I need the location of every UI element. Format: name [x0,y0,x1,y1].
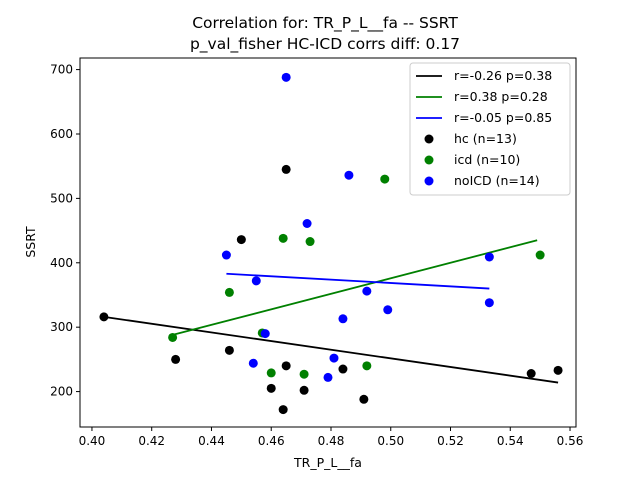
data-point-hc [266,383,276,393]
data-point-icd [168,332,178,342]
data-point-icd [362,361,372,371]
x-tick-label: 0.42 [138,434,165,448]
data-point-hc [99,312,109,322]
data-point-hc [171,354,181,364]
data-point-noicd [344,170,354,180]
y-tick-label: 700 [50,63,73,77]
data-point-icd [305,237,315,247]
chart-subtitle: p_val_fisher HC-ICD corrs diff: 0.17 [190,35,460,54]
data-point-noicd [329,353,339,363]
axes-frame [79,57,577,428]
data-point-noicd [362,286,372,296]
x-tick-label: 0.48 [318,434,345,448]
x-tick-label: 0.52 [437,434,464,448]
data-point-noicd [338,314,348,324]
legend-label-icd-fit: r=0.38 p=0.28 [454,89,548,104]
x-tick-label: 0.40 [79,434,106,448]
data-point-hc [281,164,291,174]
legend-marker-hc [424,134,434,144]
data-point-noicd [281,72,291,82]
chart-title: Correlation for: TR_P_L__fa -- SSRT [192,14,458,33]
legend-label-noicd: noICD (n=14) [454,173,540,188]
y-tick-label: 200 [50,385,73,399]
data-point-hc [553,365,563,375]
data-point-noicd [484,298,494,308]
legend: r=-0.26 p=0.38 r=0.38 p=0.28 r=-0.05 p=0… [409,62,571,196]
data-point-noicd [484,252,494,262]
y-axis-label: SSRT [23,226,38,258]
y-tick-label: 300 [50,320,73,334]
data-point-icd [535,250,545,260]
fit-line-1 [103,315,559,384]
x-axis: 0.40 0.42 0.44 0.46 0.48 0.50 0.52 0.54 0.56 [79,427,584,448]
data-point-hc [526,369,536,379]
x-axis-label: TR_P_L__fa [293,455,362,470]
data-point-icd [224,287,234,297]
data-point-hc [281,361,291,371]
data-point-noicd [383,305,393,315]
legend-marker-icd [424,155,434,165]
x-tick-label: 0.56 [557,434,584,448]
data-point-hc [338,364,348,374]
x-tick-label: 0.50 [377,434,404,448]
legend-box [409,62,571,196]
x-tick-label: 0.46 [258,434,285,448]
x-tick-label: 0.54 [497,434,524,448]
y-axis: 200 300 400 500 600 700 [50,63,80,399]
data-point-hc [299,385,309,395]
y-tick-label: 400 [50,256,73,270]
data-point-hc [236,235,246,245]
data-point-hc [224,345,234,355]
legend-marker-noicd [424,176,434,186]
data-point-icd [266,368,276,378]
legend-label-noicd-fit: r=-0.05 p=0.85 [454,110,552,125]
legend-label-hc-fit: r=-0.26 p=0.38 [454,68,552,83]
data-point-noicd [251,276,261,286]
y-tick-label: 500 [50,191,73,205]
data-point-noicd [221,250,231,260]
plot-area [99,72,563,415]
x-tick-label: 0.44 [198,434,225,448]
legend-label-hc: hc (n=13) [454,131,517,146]
data-point-icd [380,174,390,184]
data-point-icd [299,369,309,379]
data-point-noicd [248,358,258,368]
data-point-hc [359,394,369,404]
data-point-noicd [302,219,312,229]
data-point-icd [278,233,288,243]
data-point-noicd [260,329,270,339]
legend-label-icd: icd (n=10) [454,152,520,167]
y-tick-label: 600 [50,127,73,141]
data-point-noicd [323,372,333,382]
fit-line-3 [226,272,490,290]
data-point-hc [278,405,288,415]
fit-line-2 [172,239,538,336]
